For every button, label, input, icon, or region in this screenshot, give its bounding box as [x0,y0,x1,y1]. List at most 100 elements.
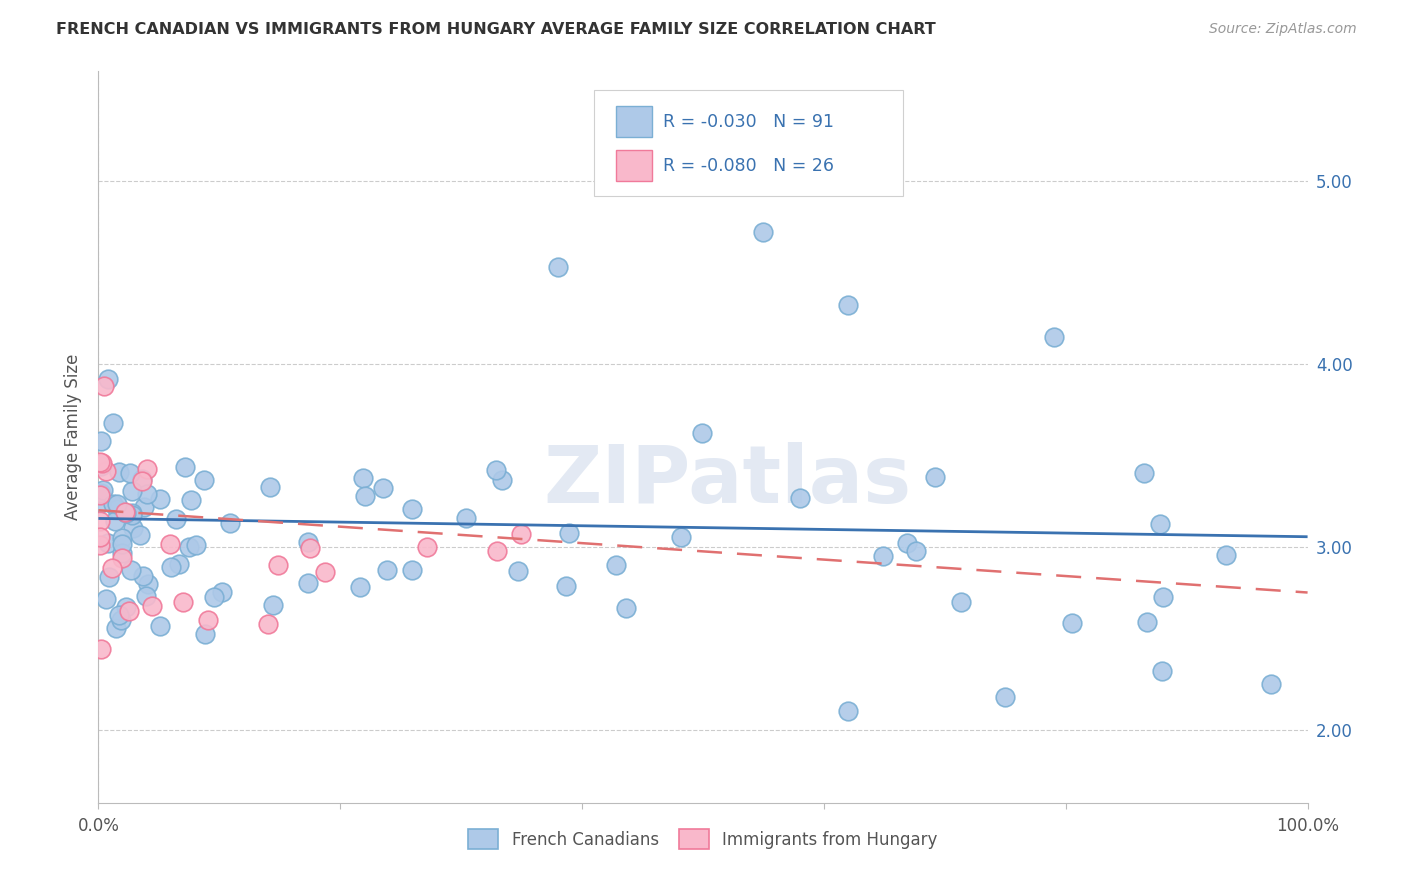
Point [105,497,128,511]
Point [905,544,928,558]
Point [197,613,219,627]
Point [1060,616,1083,631]
Point [90,641,112,656]
Point [354,489,377,503]
Point [91,483,114,497]
Point [108,465,131,479]
Point [89,538,111,552]
Point [110,613,132,627]
Point [111,537,134,551]
Point [121,484,143,499]
Point [1260,677,1282,691]
Point [141,599,163,614]
Point [104,622,127,636]
Point [149,491,172,506]
Point [994,690,1017,704]
Point [605,558,627,572]
Point [547,260,569,274]
Point [172,594,194,608]
FancyBboxPatch shape [595,90,903,195]
Point [186,538,208,552]
Point [193,474,215,488]
Point [121,508,143,522]
Point [165,511,187,525]
Point [371,481,394,495]
Point [349,580,371,594]
Point [118,466,141,480]
Point [554,579,576,593]
Point [135,462,157,476]
Point [297,576,319,591]
Point [97,536,120,550]
Point [89,487,111,501]
Text: R = -0.080   N = 26: R = -0.080 N = 26 [664,157,834,175]
Point [202,591,225,605]
Point [108,607,131,622]
Point [671,530,693,544]
FancyBboxPatch shape [616,106,652,137]
Point [259,480,281,494]
Point [97,371,120,385]
Point [558,526,581,541]
Point [159,537,181,551]
Text: Source: ZipAtlas.com: Source: ZipAtlas.com [1209,22,1357,37]
Legend: French Canadians, Immigrants from Hungary: French Canadians, Immigrants from Hungar… [468,829,938,849]
Point [297,534,319,549]
Point [194,626,217,640]
Point [837,705,859,719]
Point [136,576,159,591]
Text: FRENCH CANADIAN VS IMMIGRANTS FROM HUNGARY AVERAGE FAMILY SIZE CORRELATION CHART: FRENCH CANADIAN VS IMMIGRANTS FROM HUNGA… [56,22,936,37]
Point [121,563,143,577]
Point [1215,548,1237,562]
Point [97,569,120,583]
Point [131,472,153,486]
Point [89,514,111,528]
Point [1152,590,1174,604]
Point [131,474,153,488]
Point [90,459,112,474]
Point [107,502,129,516]
Point [121,506,143,520]
Point [96,464,118,478]
Point [219,516,242,530]
Point [314,565,336,579]
Point [94,591,117,606]
Text: R = -0.030   N = 91: R = -0.030 N = 91 [664,112,834,131]
Point [101,497,124,511]
Point [169,557,191,571]
Point [93,379,115,393]
Point [136,487,159,501]
Y-axis label: Average Family Size: Average Family Size [65,354,83,520]
Point [177,540,200,554]
Point [454,510,477,524]
Point [90,434,112,448]
Point [90,485,112,500]
Point [872,549,894,563]
Point [114,505,136,519]
Point [90,456,112,470]
Point [416,541,439,555]
Point [90,496,112,510]
Point [1152,664,1174,678]
Point [950,595,973,609]
Point [211,585,233,599]
Point [101,561,124,575]
Point [352,471,374,485]
Point [267,558,290,572]
Point [485,544,508,558]
Point [132,569,155,583]
Point [134,500,156,515]
Point [1136,615,1159,630]
Point [1149,516,1171,531]
Point [111,532,134,546]
Point [752,225,775,239]
Point [262,598,284,612]
Point [924,469,946,483]
Point [111,551,134,566]
Point [375,563,398,577]
Point [180,492,202,507]
Point [401,563,423,577]
Point [299,541,322,556]
Point [101,416,124,430]
Point [173,459,195,474]
